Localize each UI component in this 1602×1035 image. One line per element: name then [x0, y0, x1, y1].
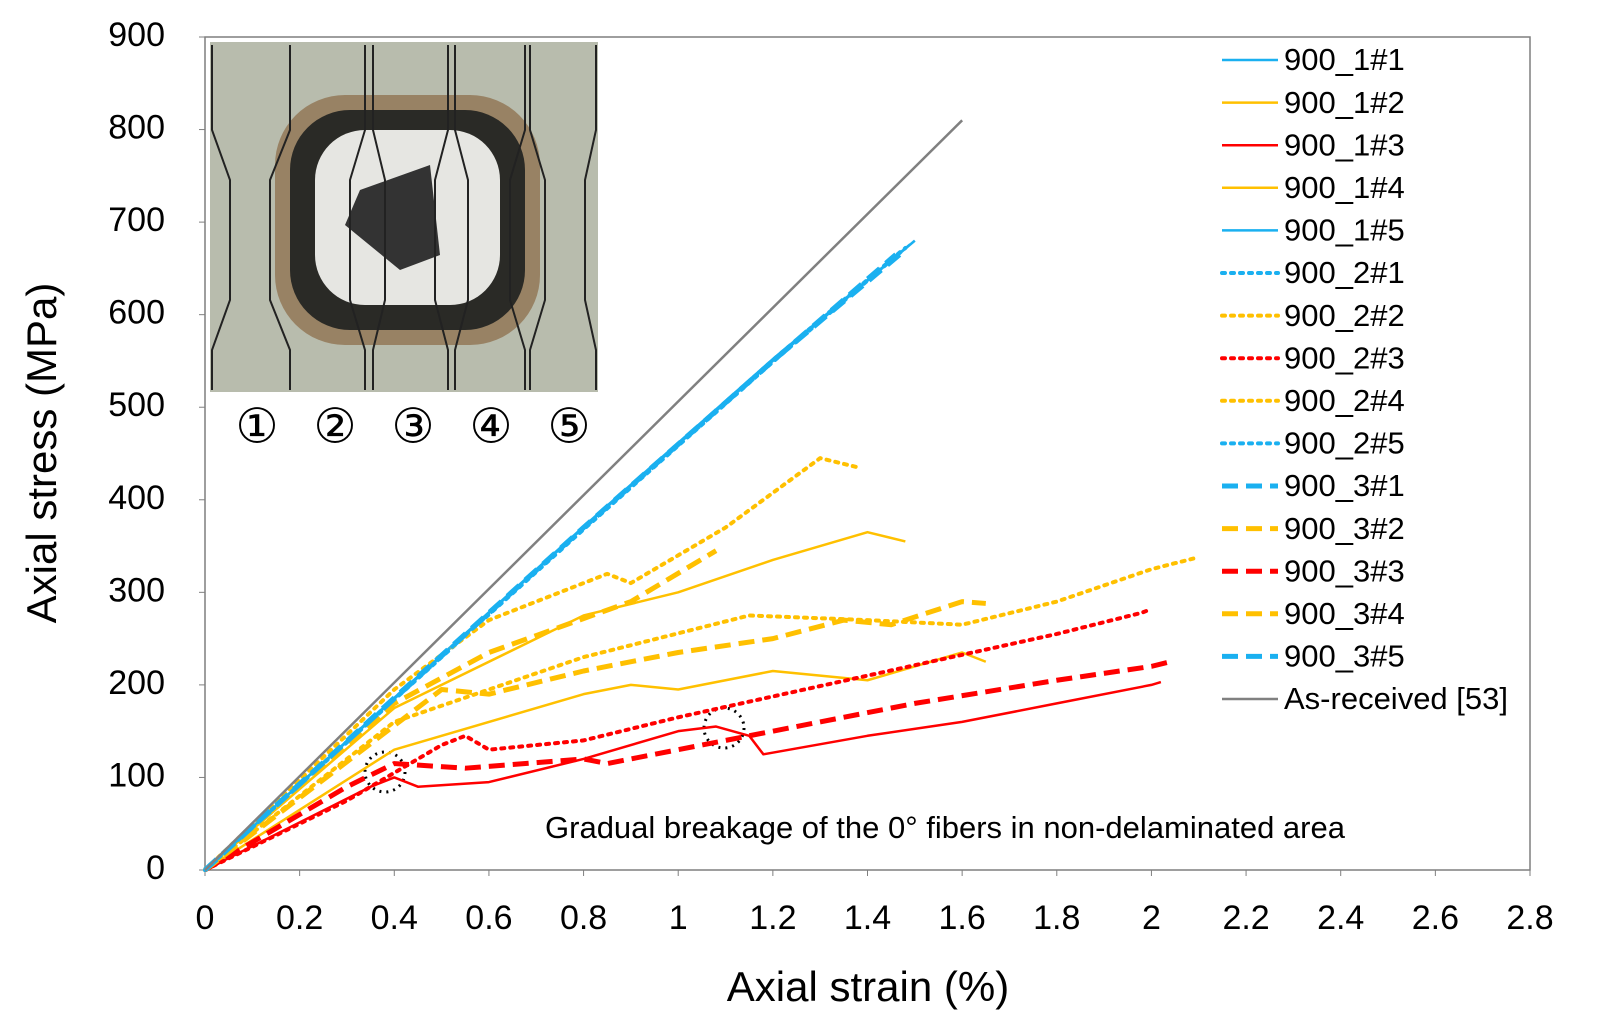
- series-line: [203, 659, 1171, 873]
- series-line: [204, 119, 964, 871]
- inset-label: ④: [469, 401, 512, 454]
- series-line: [203, 606, 1154, 872]
- legend-label: 900_3#5: [1284, 639, 1405, 674]
- y-tick-label: 900: [108, 16, 165, 54]
- highlight-circles: [363, 706, 746, 794]
- y-tick-label: 600: [108, 294, 165, 332]
- y-tick-label: 400: [108, 479, 165, 517]
- inset-label: ②: [313, 401, 356, 454]
- y-tick-label: 0: [146, 849, 165, 887]
- x-tick-label: 0.6: [465, 899, 512, 937]
- x-tick-label: 1: [669, 899, 688, 937]
- y-tick-label: 800: [108, 109, 165, 147]
- legend-label: 900_3#3: [1284, 553, 1405, 588]
- series-line: [203, 456, 861, 872]
- series-line: [204, 530, 906, 871]
- x-tick-label: 1.2: [749, 899, 796, 937]
- x-tick-label: 2.4: [1317, 899, 1364, 937]
- y-tick-label: 700: [108, 201, 165, 239]
- series-line: [204, 680, 1162, 872]
- x-tick-label: 0.4: [371, 899, 418, 937]
- legend-label: 900_1#2: [1284, 85, 1405, 120]
- legend-label: 900_3#4: [1284, 596, 1405, 631]
- y-tick-label: 200: [108, 664, 165, 702]
- series-line: [203, 599, 986, 872]
- legend-label: As-received [53]: [1284, 681, 1508, 716]
- inset-label: ③: [391, 401, 434, 454]
- x-axis-title: Axial strain (%): [727, 963, 1009, 1010]
- legend-label: 900_3#1: [1284, 468, 1405, 503]
- inset-photo: [210, 42, 598, 392]
- y-tick-label: 500: [108, 386, 165, 424]
- x-tick-label: 2.2: [1222, 899, 1269, 937]
- y-tick-label: 300: [108, 571, 165, 609]
- x-tick-label: 2.8: [1506, 899, 1553, 937]
- x-tick-label: 1.4: [844, 899, 891, 937]
- x-tick-label: 0: [196, 899, 215, 937]
- legend-label: 900_2#5: [1284, 426, 1405, 461]
- x-tick-label: 1.8: [1033, 899, 1080, 937]
- annotation: Gradual breakage of the 0° fibers in non…: [545, 810, 1346, 845]
- y-axis-title: Axial stress (MPa): [18, 283, 65, 624]
- inset-label: ①: [235, 401, 278, 454]
- legend-label: 900_3#2: [1284, 511, 1405, 546]
- legend-label: 900_2#3: [1284, 340, 1405, 375]
- legend-label: 900_2#1: [1284, 255, 1405, 290]
- legend-label: 900_1#3: [1284, 127, 1405, 162]
- series-line: [204, 651, 987, 872]
- inset-label: ⑤: [547, 401, 590, 454]
- x-tick-label: 1.6: [939, 899, 986, 937]
- legend-label: 900_1#5: [1284, 213, 1405, 248]
- x-tick-label: 0.2: [276, 899, 323, 937]
- x-tick-label: 2: [1142, 899, 1161, 937]
- y-tick-label: 100: [108, 756, 165, 794]
- legend-label: 900_2#4: [1284, 383, 1405, 418]
- legend-label: 900_2#2: [1284, 298, 1405, 333]
- x-tick-label: 0.8: [560, 899, 607, 937]
- series-line: [203, 252, 898, 872]
- legend-label: 900_1#1: [1284, 42, 1405, 77]
- legend-label: 900_1#4: [1284, 170, 1405, 205]
- x-tick-label: 2.6: [1412, 899, 1459, 937]
